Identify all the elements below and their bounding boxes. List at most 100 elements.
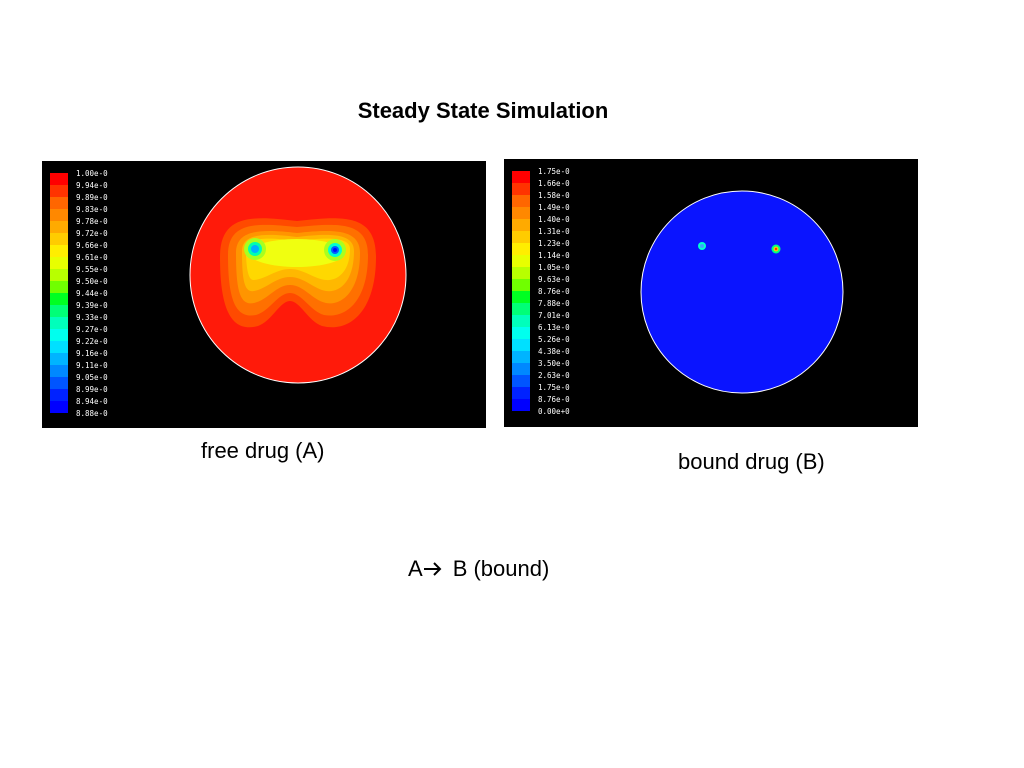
legend-swatch: [50, 329, 68, 341]
legend-label: 1.75e-0: [538, 383, 570, 392]
legend-label: 6.13e-0: [538, 323, 570, 332]
legend-label: 1.58e-0: [538, 191, 570, 200]
legend-swatch: [50, 173, 68, 185]
legend-label: 1.23e-0: [538, 239, 570, 248]
contour-band: [333, 248, 337, 252]
legend-swatch: [512, 255, 530, 267]
legend-swatch: [512, 231, 530, 243]
legend-label: 2.63e-0: [538, 371, 570, 380]
legend-label: 9.27e-0: [76, 325, 108, 334]
legend-swatch: [512, 303, 530, 315]
legend-label: 9.72e-0: [76, 229, 108, 238]
legend-swatch: [50, 317, 68, 329]
legend-swatch: [50, 389, 68, 401]
legend-swatch: [50, 221, 68, 233]
legend-label: 9.33e-0: [76, 313, 108, 322]
legend-label: 1.31e-0: [538, 227, 570, 236]
legend-swatch: [512, 327, 530, 339]
legend-label: 7.88e-0: [538, 299, 570, 308]
legend-swatch: [512, 207, 530, 219]
contour-band: [249, 239, 345, 267]
legend-swatch: [50, 197, 68, 209]
legend-label: 9.94e-0: [76, 181, 108, 190]
legend-swatch: [50, 353, 68, 365]
bound-drug-caption: bound drug (B): [678, 449, 825, 474]
legend-swatch: [512, 183, 530, 195]
legend-label: 9.61e-0: [76, 253, 108, 262]
legend-swatch: [50, 185, 68, 197]
bound-drug-legend-labels: 1.75e-0 1.66e-0 1.58e-0 1.49e-0 1.40e-0 1.31e…: [538, 167, 570, 416]
slide-title: Steady State Simulation: [357, 98, 609, 123]
legend-swatch: [512, 399, 530, 411]
contour-band: [251, 245, 259, 253]
legend-label: 1.49e-0: [538, 203, 570, 212]
legend-swatch: [50, 245, 68, 257]
free-drug-legend-swatches: [50, 173, 68, 413]
legend-label: 1.66e-0: [538, 179, 570, 188]
domain-boundary: [189, 166, 407, 384]
legend-label: 8.76e-0: [538, 287, 570, 296]
legend-label: 9.89e-0: [76, 193, 108, 202]
legend-label: 9.66e-0: [76, 241, 108, 250]
right-arrow-icon: [423, 556, 453, 582]
legend-swatch: [512, 339, 530, 351]
legend-swatch: [50, 281, 68, 293]
legend-swatch: [50, 233, 68, 245]
legend-label: 7.01e-0: [538, 311, 570, 320]
legend-swatch: [512, 363, 530, 375]
legend-label: 9.44e-0: [76, 289, 108, 298]
legend-swatch: [50, 269, 68, 281]
legend-label: 9.78e-0: [76, 217, 108, 226]
reactant-label: A: [408, 556, 423, 581]
legend-label: 9.55e-0: [76, 265, 108, 274]
legend-label: 9.22e-0: [76, 337, 108, 346]
legend-swatch: [50, 209, 68, 221]
bound-drug-contour-plot: 1.75e-0 1.66e-0 1.58e-0 1.49e-0 1.40e-0 1.31e…: [504, 159, 918, 427]
bound-drug-concentration-field: [641, 191, 843, 393]
contour-band: [774, 247, 778, 251]
legend-swatch: [512, 171, 530, 183]
legend-swatch: [50, 365, 68, 377]
legend-swatch: [512, 351, 530, 363]
legend-swatch: [512, 219, 530, 231]
free-drug-legend-labels: 1.00e-0 9.94e-0 9.89e-0 9.83e-0 9.78e-0 9.72e…: [76, 169, 108, 418]
bound-drug-contour-svg: 1.75e-0 1.66e-0 1.58e-0 1.49e-0 1.40e-0 1.31e…: [512, 167, 844, 416]
free-drug-caption: free drug (A): [201, 438, 325, 463]
legend-swatch: [512, 375, 530, 387]
domain-boundary: [640, 190, 844, 394]
legend-swatch: [50, 377, 68, 389]
legend-label: 8.99e-0: [76, 385, 108, 394]
legend-label: 5.26e-0: [538, 335, 570, 344]
legend-label: 8.76e-0: [538, 395, 570, 404]
legend-label: 8.94e-0: [76, 397, 108, 406]
legend-swatch: [50, 341, 68, 353]
legend-swatch: [512, 291, 530, 303]
legend-label: 1.40e-0: [538, 215, 570, 224]
legend-label: 4.38e-0: [538, 347, 570, 356]
legend-label: 9.83e-0: [76, 205, 108, 214]
legend-swatch: [512, 267, 530, 279]
legend-swatch: [512, 387, 530, 399]
legend-label: 1.75e-0: [538, 167, 570, 176]
legend-label: 9.16e-0: [76, 349, 108, 358]
product-label: B (bound): [452, 556, 550, 581]
free-drug-concentration-field: [190, 167, 406, 383]
legend-label: 9.50e-0: [76, 277, 108, 286]
legend-swatch: [512, 243, 530, 255]
legend-swatch: [512, 315, 530, 327]
free-drug-contour-plot: 1.00e-0 9.94e-0 9.89e-0 9.83e-0 9.78e-0 9.72e…: [42, 161, 486, 428]
legend-swatch: [50, 257, 68, 269]
legend-swatch: [50, 293, 68, 305]
legend-label: 9.05e-0: [76, 373, 108, 382]
legend-label: 0.00e+0: [538, 407, 570, 416]
bound-drug-legend-swatches: [512, 171, 530, 411]
legend-swatch: [50, 305, 68, 317]
legend-label: 1.05e-0: [538, 263, 570, 272]
contour-band: [700, 244, 704, 248]
legend-label: 1.14e-0: [538, 251, 570, 260]
legend-swatch: [512, 279, 530, 291]
legend-label: 9.39e-0: [76, 301, 108, 310]
domain-background: [641, 191, 843, 393]
legend-swatch: [512, 195, 530, 207]
legend-label: 1.00e-0: [76, 169, 108, 178]
